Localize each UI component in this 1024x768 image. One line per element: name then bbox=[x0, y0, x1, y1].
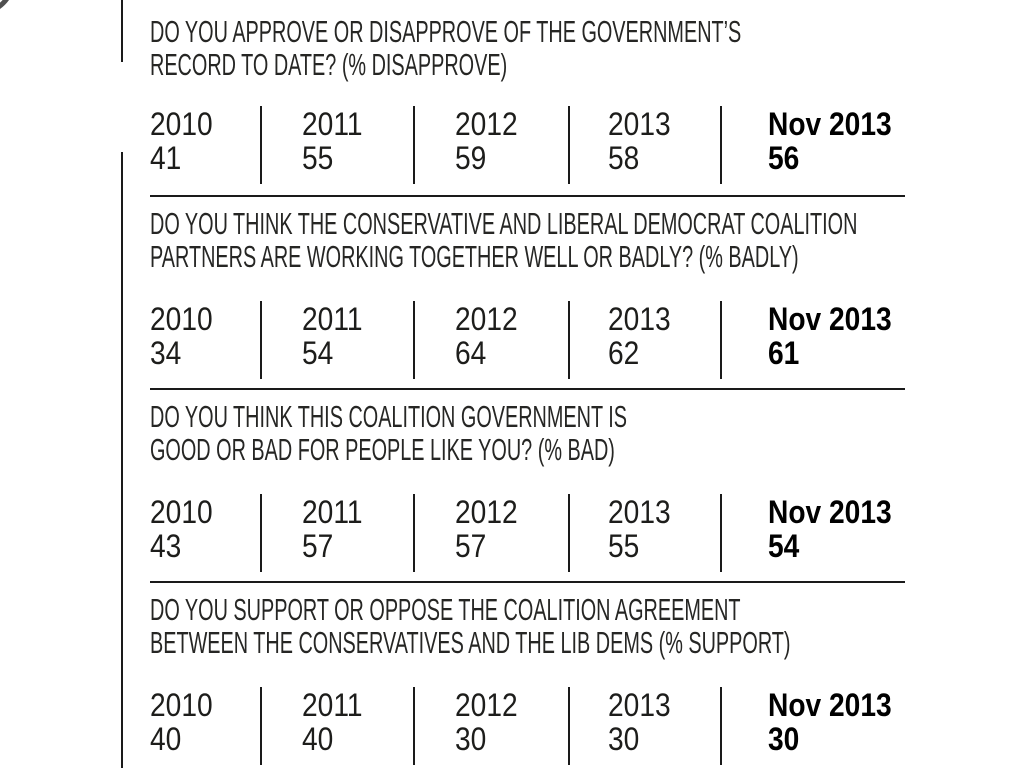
value-cell-latest: 30 bbox=[768, 721, 800, 757]
year-column: 2013 30 bbox=[568, 687, 720, 765]
value-cell: 30 bbox=[455, 721, 487, 757]
question-line-1: DO YOU THINK THE CONSERVATIVE AND LIBERA… bbox=[150, 206, 858, 241]
year-header: 2011 bbox=[302, 301, 363, 337]
year-header: 2011 bbox=[302, 687, 363, 723]
year-column: 2012 64 bbox=[413, 301, 568, 379]
year-header: 2012 bbox=[455, 106, 518, 142]
year-header: 2010 bbox=[150, 494, 213, 530]
question-line-2: BETWEEN THE CONSERVATIVES AND THE LIB DE… bbox=[150, 625, 791, 660]
value-cell: 40 bbox=[302, 721, 334, 757]
year-column: 2010 41 bbox=[150, 106, 260, 184]
question-line-2: GOOD OR BAD FOR PEOPLE LIKE YOU? (% BAD) bbox=[150, 432, 615, 467]
results-table: 2010 43 2011 57 2012 57 2013 55 Nov 2013… bbox=[150, 494, 906, 572]
value-cell: 34 bbox=[150, 335, 182, 371]
year-header: 2010 bbox=[150, 301, 213, 337]
value-cell: 30 bbox=[608, 721, 640, 757]
section-divider bbox=[150, 581, 905, 583]
results-table: 2010 41 2011 55 2012 59 2013 58 Nov 2013… bbox=[150, 106, 906, 184]
year-column: 2011 54 bbox=[260, 301, 413, 379]
year-header-latest: Nov 2013 bbox=[768, 106, 892, 142]
value-cell-latest: 61 bbox=[768, 335, 800, 371]
year-header: 2012 bbox=[455, 494, 518, 530]
survey-section-partners-working: DO YOU THINK THE CONSERVATIVE AND LIBERA… bbox=[150, 195, 910, 388]
value-cell: 54 bbox=[302, 335, 334, 371]
year-header: 2013 bbox=[608, 494, 671, 530]
latest-column: Nov 2013 54 bbox=[720, 494, 906, 572]
value-cell: 40 bbox=[150, 721, 182, 757]
year-column: 2013 58 bbox=[568, 106, 720, 184]
year-column: 2013 62 bbox=[568, 301, 720, 379]
value-cell: 55 bbox=[608, 528, 640, 564]
value-cell: 57 bbox=[455, 528, 487, 564]
year-column: 2010 40 bbox=[150, 687, 260, 765]
value-cell: 41 bbox=[150, 140, 182, 176]
question-text: DO YOU THINK THE CONSERVATIVE AND LIBERA… bbox=[150, 207, 857, 273]
section-divider bbox=[150, 388, 905, 390]
value-cell: 43 bbox=[150, 528, 182, 564]
year-header: 2013 bbox=[608, 106, 671, 142]
results-table: 2010 34 2011 54 2012 64 2013 62 Nov 2013… bbox=[150, 301, 906, 379]
results-table: 2010 40 2011 40 2012 30 2013 30 Nov 2013… bbox=[150, 687, 906, 765]
value-cell-latest: 54 bbox=[768, 528, 800, 564]
year-header: 2013 bbox=[608, 301, 671, 337]
value-cell: 57 bbox=[302, 528, 334, 564]
year-column: 2010 43 bbox=[150, 494, 260, 572]
survey-section-approve-record: DO YOU APPROVE OR DISAPPROVE OF THE GOVE… bbox=[150, 0, 910, 193]
year-column: 2011 57 bbox=[260, 494, 413, 572]
year-column: 2013 55 bbox=[568, 494, 720, 572]
year-header: 2011 bbox=[302, 494, 363, 530]
year-header: 2010 bbox=[150, 106, 213, 142]
latest-column: Nov 2013 56 bbox=[720, 106, 906, 184]
question-text: DO YOU SUPPORT OR OPPOSE THE COALITION A… bbox=[150, 593, 791, 659]
survey-section-support-agreement: DO YOU SUPPORT OR OPPOSE THE COALITION A… bbox=[150, 581, 910, 768]
year-header: 2012 bbox=[455, 687, 518, 723]
year-header-latest: Nov 2013 bbox=[768, 687, 892, 723]
value-cell: 62 bbox=[608, 335, 640, 371]
value-cell: 59 bbox=[455, 140, 487, 176]
question-text: DO YOU THINK THIS COALITION GOVERNMENT I… bbox=[150, 400, 627, 466]
year-column: 2012 57 bbox=[413, 494, 568, 572]
survey-section-good-or-bad: DO YOU THINK THIS COALITION GOVERNMENT I… bbox=[150, 388, 910, 581]
left-rule-top-segment bbox=[121, 0, 123, 62]
year-column: 2012 59 bbox=[413, 106, 568, 184]
question-line-1: DO YOU APPROVE OR DISAPPROVE OF THE GOVE… bbox=[150, 14, 742, 49]
latest-column: Nov 2013 30 bbox=[720, 687, 906, 765]
year-column: 2012 30 bbox=[413, 687, 568, 765]
value-cell: 64 bbox=[455, 335, 487, 371]
question-line-2: RECORD TO DATE? (% DISAPPROVE) bbox=[150, 47, 508, 82]
question-line-2: PARTNERS ARE WORKING TOGETHER WELL OR BA… bbox=[150, 239, 799, 274]
question-text: DO YOU APPROVE OR DISAPPROVE OF THE GOVE… bbox=[150, 15, 741, 81]
year-column: 2011 40 bbox=[260, 687, 413, 765]
year-header-latest: Nov 2013 bbox=[768, 494, 892, 530]
question-line-1: DO YOU THINK THIS COALITION GOVERNMENT I… bbox=[150, 399, 627, 434]
latest-column: Nov 2013 61 bbox=[720, 301, 906, 379]
year-header: 2011 bbox=[302, 106, 363, 142]
left-rule-main-segment bbox=[121, 152, 123, 768]
year-header: 2010 bbox=[150, 687, 213, 723]
question-line-1: DO YOU SUPPORT OR OPPOSE THE COALITION A… bbox=[150, 592, 741, 627]
year-column: 2010 34 bbox=[150, 301, 260, 379]
corner-arc-decoration bbox=[0, 0, 15, 15]
section-divider bbox=[150, 195, 905, 197]
year-header: 2013 bbox=[608, 687, 671, 723]
value-cell: 55 bbox=[302, 140, 334, 176]
value-cell-latest: 56 bbox=[768, 140, 800, 176]
year-header: 2012 bbox=[455, 301, 518, 337]
value-cell: 58 bbox=[608, 140, 640, 176]
year-header-latest: Nov 2013 bbox=[768, 301, 892, 337]
year-column: 2011 55 bbox=[260, 106, 413, 184]
